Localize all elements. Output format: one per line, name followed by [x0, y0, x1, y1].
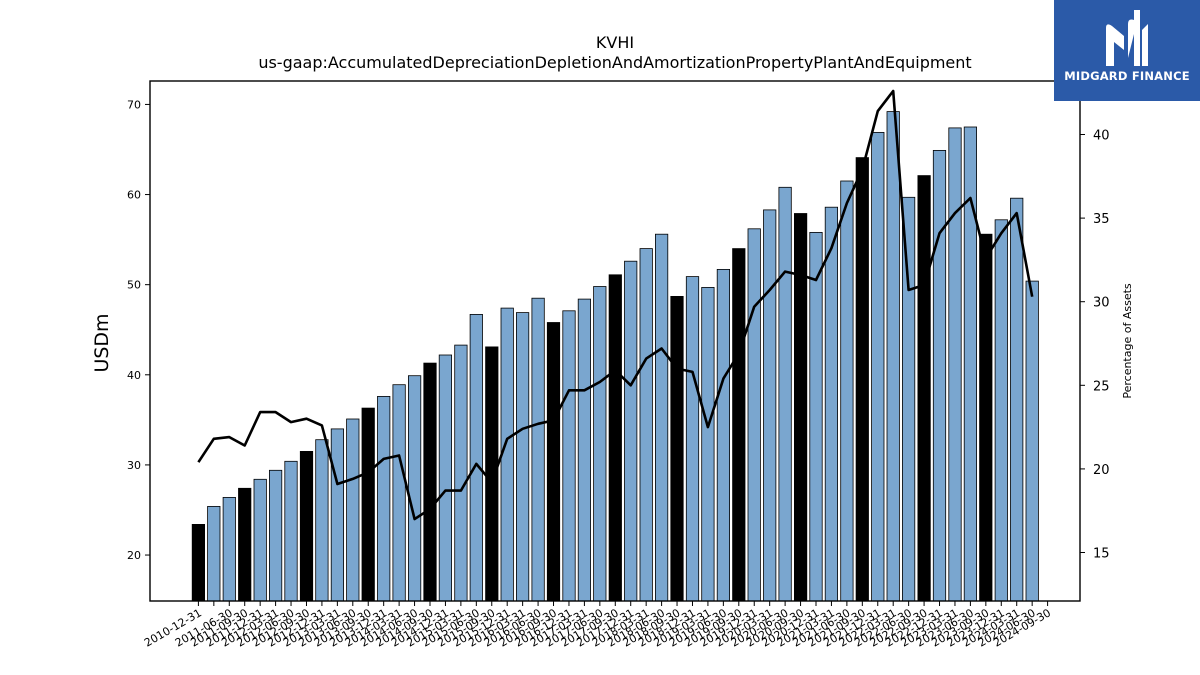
- y-tick-label: 30: [127, 459, 141, 472]
- bar-2023-09-30: [979, 233, 993, 602]
- bar-2023-12-31: [994, 219, 1008, 602]
- bar-2020-06-30: [778, 186, 792, 602]
- bar-2023-03-31: [948, 127, 962, 602]
- bar-2021-06-30: [840, 180, 854, 602]
- bar-2015-09-30: [485, 346, 499, 602]
- bar-2017-09-30: [608, 274, 622, 602]
- bar-2021-03-31: [824, 206, 839, 602]
- midgard-logo-icon: [1106, 10, 1148, 66]
- bar-2021-12-31: [871, 131, 885, 602]
- bar-2019-03-31: [701, 286, 715, 602]
- bar-2012-03-31: [268, 469, 283, 602]
- y2-tick-label: 25: [1093, 379, 1110, 394]
- bar-2017-12-31: [624, 260, 638, 602]
- bar-2014-03-31: [392, 384, 406, 602]
- y-tick-label: 50: [127, 279, 141, 292]
- bar-2020-03-31: [763, 209, 777, 602]
- y-axis-label: USDm: [91, 313, 113, 372]
- bar-2011-09-30: [238, 487, 252, 602]
- bar-2012-06-30: [284, 460, 298, 602]
- bar-2019-06-30: [716, 268, 731, 602]
- bar-2017-06-30: [593, 286, 607, 602]
- bar-2022-06-30: [902, 196, 916, 602]
- bar-2016-03-31: [516, 312, 530, 602]
- bar-2016-09-30: [546, 322, 561, 602]
- bar-2021-09-30: [855, 157, 869, 602]
- bar-2018-03-31: [639, 248, 653, 602]
- bar-2016-12-31: [562, 310, 576, 602]
- chart-title: KVHI: [596, 33, 634, 52]
- chart-subtitle: us-gaap:AccumulatedDepreciationDepletion…: [258, 53, 971, 72]
- y-tick-label: 40: [127, 369, 141, 382]
- bar-2012-12-31: [315, 439, 329, 602]
- y2-tick-label: 20: [1093, 463, 1110, 478]
- bar-2017-03-31: [577, 298, 592, 602]
- bar-2024-06-30: [1025, 280, 1039, 602]
- bar-2018-06-30: [655, 233, 669, 602]
- percentage-of-assets-line: [197, 89, 1034, 521]
- bar-2024-03-31: [1010, 197, 1024, 602]
- y2-axis-label: Percentage of Assets: [1121, 283, 1134, 399]
- bar-2018-09-30: [670, 295, 684, 602]
- bar-2011-03-31: [207, 505, 221, 602]
- bar-2010-12-31: [191, 524, 205, 602]
- y2-tick-label: 35: [1093, 212, 1110, 227]
- bar-2020-09-30: [794, 213, 808, 602]
- line-series: [197, 89, 1034, 521]
- brand-logo: MIDGARD FINANCE: [1054, 0, 1200, 101]
- y2-tick-label: 15: [1093, 547, 1110, 562]
- bar-2016-06-30: [531, 297, 545, 602]
- y-tick-label: 20: [127, 549, 141, 562]
- y-tick-label: 60: [127, 189, 141, 202]
- bar-2015-06-30: [469, 313, 483, 602]
- logo-text: MIDGARD FINANCE: [1064, 69, 1190, 83]
- bar-2022-09-30: [917, 175, 931, 602]
- bar-2012-09-30: [299, 450, 314, 602]
- bar-2013-09-30: [361, 407, 375, 602]
- bar-2020-12-31: [809, 231, 823, 602]
- bar-series: [191, 111, 1039, 602]
- bar-2022-12-31: [932, 149, 947, 602]
- axes: 2030405060701520253035402010-12-312011-0…: [127, 80, 1110, 650]
- bar-2011-12-31: [253, 478, 267, 602]
- bar-2011-06-30: [222, 496, 236, 602]
- y2-tick-label: 30: [1093, 296, 1110, 311]
- bar-2022-03-31: [886, 111, 900, 602]
- bar-2014-09-30: [423, 362, 437, 602]
- bar-2013-06-30: [346, 418, 360, 602]
- y-tick-label: 70: [127, 98, 141, 111]
- bar-2013-12-31: [377, 395, 391, 602]
- bar-2014-12-31: [438, 354, 453, 602]
- bar-2013-03-31: [330, 428, 345, 602]
- bar-2015-03-31: [454, 344, 468, 602]
- bar-2014-06-30: [407, 375, 422, 602]
- bar-2019-09-30: [732, 248, 746, 602]
- bar-2019-12-31: [747, 228, 761, 602]
- y2-tick-label: 40: [1093, 129, 1110, 144]
- bar-2018-12-31: [685, 276, 700, 602]
